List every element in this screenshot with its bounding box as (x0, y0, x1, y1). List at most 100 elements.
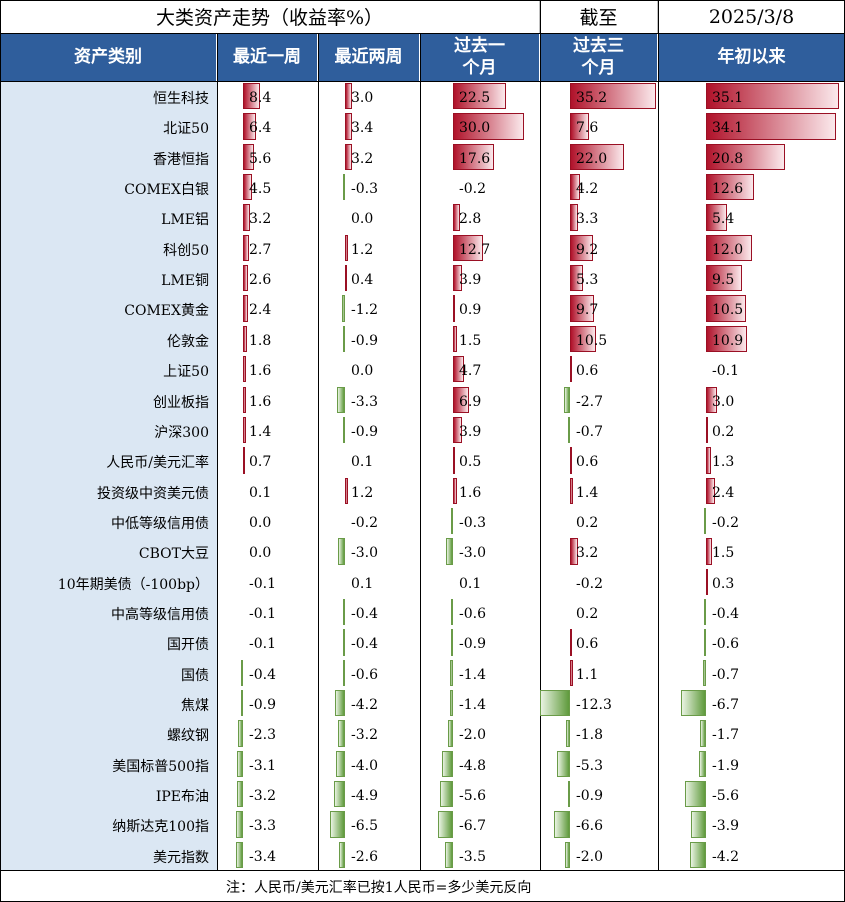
bar-ytd (706, 416, 708, 444)
bar-2w (342, 295, 345, 322)
value-2w: -0.4 (351, 636, 378, 653)
bar-3m (570, 325, 596, 353)
value-2w: -3.3 (351, 393, 378, 410)
bar-2w (335, 750, 345, 778)
bar-1m (453, 113, 524, 140)
value-1w: 0.0 (249, 545, 272, 562)
bar-ytd (706, 234, 752, 262)
bar-3m (570, 174, 581, 201)
row-label: 中高等级信用债 (111, 606, 209, 623)
value-3m: 9.2 (576, 241, 599, 258)
value-ytd: -1.9 (712, 757, 739, 774)
value-2w: -2.6 (351, 848, 378, 865)
value-3m: 9.7 (576, 302, 599, 319)
bar-1m (453, 447, 455, 474)
value-ytd: 0.3 (712, 575, 735, 592)
bar-3m (565, 720, 570, 747)
bar-3m (570, 477, 574, 504)
bar-2w (343, 659, 345, 686)
row-label: 国债 (181, 667, 209, 684)
value-1w: -3.4 (249, 848, 276, 865)
bar-ytd (703, 659, 706, 686)
value-1w: 2.4 (249, 302, 272, 319)
bar-1w (243, 325, 247, 353)
bar-2w (345, 265, 347, 292)
row-label: LME铝 (161, 212, 209, 229)
bar-2w (343, 174, 345, 201)
value-ytd: -0.4 (712, 605, 739, 622)
bar-1w (243, 234, 249, 262)
value-1w: -0.9 (249, 697, 276, 713)
grid-line (658, 0, 659, 870)
value-ytd: 20.8 (712, 150, 744, 167)
bar-3m (570, 204, 579, 231)
bar-ytd (706, 143, 786, 171)
bar-1w (241, 659, 243, 686)
value-3m: 1.1 (576, 666, 599, 683)
value-3m: 3.3 (576, 211, 599, 228)
row-label: 焦煤 (181, 698, 209, 714)
bar-3m (570, 538, 578, 565)
bar-1w (243, 356, 247, 383)
bar-1m (453, 143, 495, 171)
value-1w: 0.1 (249, 484, 272, 501)
bar-2w (345, 143, 353, 171)
bar-2w (343, 629, 345, 656)
value-3m: 0.6 (576, 636, 599, 653)
value-2w: 1.2 (351, 241, 374, 258)
value-ytd: -3.9 (712, 818, 739, 835)
value-3m: -12.3 (576, 697, 612, 713)
bar-ytd (703, 629, 706, 656)
label-column (0, 81, 217, 870)
bar-1m (450, 629, 453, 656)
value-2w: 0.4 (351, 272, 374, 289)
value-1w: -2.3 (249, 727, 276, 744)
row-label: 伦敦金 (167, 333, 209, 350)
value-ytd: 0.2 (712, 423, 735, 440)
row-label: COMEX黄金 (124, 303, 209, 320)
value-ytd: 1.3 (712, 454, 735, 471)
value-1m: 1.6 (459, 484, 482, 501)
grid-line (0, 0, 845, 1)
value-ytd: 12.0 (712, 241, 744, 258)
bar-1m (453, 204, 460, 231)
value-3m: 7.6 (576, 120, 599, 137)
grid-line (318, 33, 319, 870)
bar-2w (338, 538, 345, 565)
value-3m: 3.2 (576, 545, 599, 562)
value-1m: 12.7 (459, 241, 491, 258)
bar-3m (570, 447, 572, 474)
value-ytd: -5.6 (712, 788, 739, 805)
bar-ytd (706, 538, 712, 565)
value-1m: -0.3 (459, 514, 486, 531)
value-1m: 3.9 (459, 272, 482, 289)
value-1m: 17.6 (459, 150, 491, 167)
column-header-ytd: 年初以来 (658, 33, 845, 81)
value-3m: 35.2 (576, 90, 608, 106)
value-1m: 0.9 (459, 302, 482, 319)
value-ytd: -6.7 (712, 697, 739, 713)
value-3m: 10.5 (576, 332, 608, 349)
bar-1w (243, 174, 253, 201)
bar-1w (236, 750, 243, 778)
bar-3m (570, 265, 583, 292)
bar-3m (567, 781, 570, 808)
value-ytd: 12.6 (712, 181, 744, 198)
value-ytd: -0.2 (712, 514, 739, 531)
value-1w: -0.1 (249, 636, 276, 653)
value-1w: -0.4 (249, 666, 276, 683)
grid-line (217, 33, 218, 870)
value-3m: -0.7 (576, 423, 603, 440)
value-1w: -0.1 (249, 575, 276, 592)
bar-3m (570, 234, 593, 262)
value-1m: 3.9 (459, 423, 482, 440)
bar-1m (437, 811, 453, 838)
value-3m: -2.7 (576, 393, 603, 410)
as-of-date: 2025/3/8 (708, 5, 795, 28)
bar-ytd (706, 568, 708, 595)
value-1m: -3.0 (459, 545, 486, 562)
bar-1w (243, 143, 255, 171)
value-1m: -6.7 (459, 818, 486, 835)
value-1w: 2.7 (249, 241, 272, 258)
value-ytd: 2.4 (712, 484, 735, 501)
